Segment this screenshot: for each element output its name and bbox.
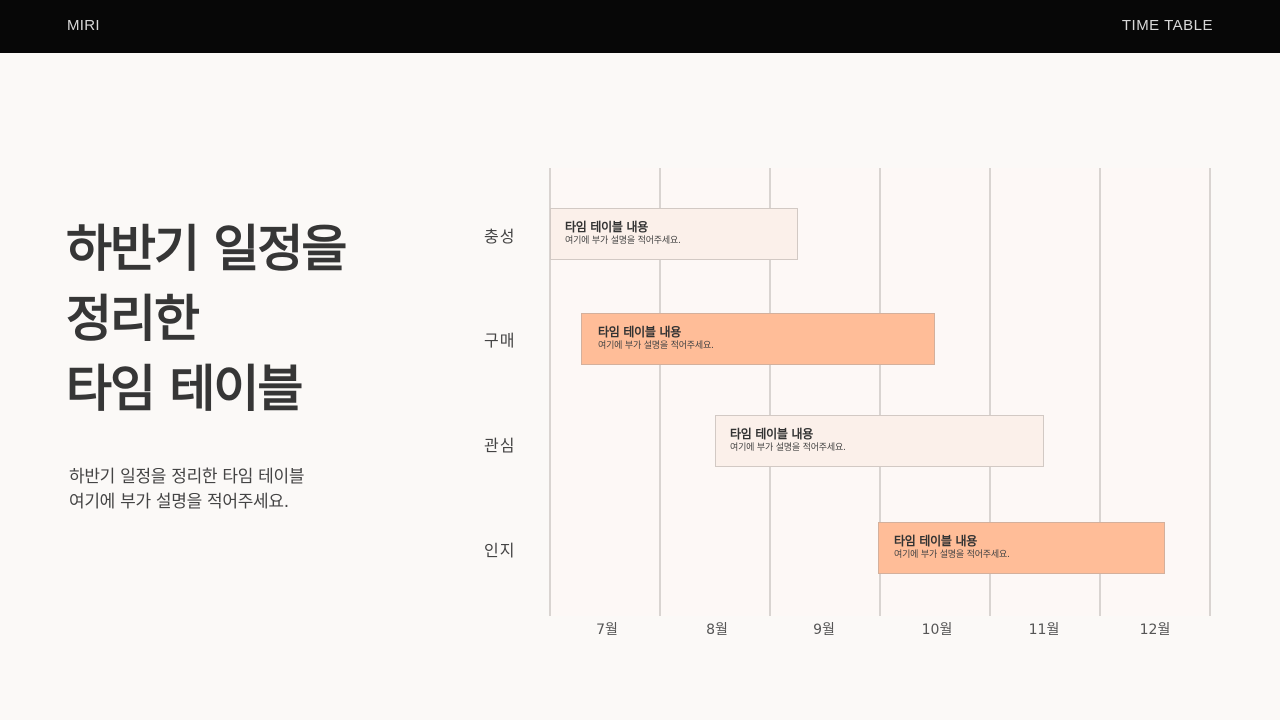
month-label: 9월	[813, 622, 835, 638]
bar-description: 여기에 부가 설명을 적어주세요.	[894, 550, 1010, 560]
title-line-1: 하반기 일정을	[66, 220, 347, 278]
gridline	[659, 168, 661, 616]
title-line-2: 정리한	[66, 290, 200, 348]
row-label-interest: 관심	[484, 436, 516, 455]
month-label: 12월	[1139, 622, 1171, 638]
timeline-bar[interactable]: 타임 테이블 내용 여기에 부가 설명을 적어주세요.	[581, 313, 935, 365]
section-title: TIME TABLE	[1121, 17, 1213, 34]
page-title: 하반기 일정을 정리한 타임 테이블	[66, 214, 347, 424]
row-label-loyalty: 충성	[484, 227, 516, 246]
gridline	[879, 168, 881, 616]
month-label: 10월	[921, 622, 953, 638]
month-label: 7월	[596, 622, 618, 638]
gridline	[1209, 168, 1211, 616]
gridline	[989, 168, 991, 616]
bar-description: 여기에 부가 설명을 적어주세요.	[598, 341, 714, 351]
gridline	[1099, 168, 1101, 616]
bar-description: 여기에 부가 설명을 적어주세요.	[730, 443, 846, 453]
top-bar: MIRI TIME TABLE	[0, 0, 1280, 53]
title-line-3: 타임 테이블	[66, 360, 303, 418]
bar-title: 타임 테이블 내용	[598, 325, 681, 339]
row-label-awareness: 인지	[484, 541, 516, 560]
timeline-bar[interactable]: 타임 테이블 내용 여기에 부가 설명을 적어주세요.	[550, 208, 798, 260]
gridline	[769, 168, 771, 616]
row-label-purchase: 구매	[484, 331, 516, 350]
description-line-2: 여기에 부가 설명을 적어주세요.	[69, 492, 289, 512]
timeline-bar[interactable]: 타임 테이블 내용 여기에 부가 설명을 적어주세요.	[715, 415, 1044, 467]
description-line-1: 하반기 일정을 정리한 타임 테이블	[69, 467, 305, 487]
bar-title: 타임 테이블 내용	[730, 427, 813, 441]
bar-description: 여기에 부가 설명을 적어주세요.	[565, 236, 681, 246]
description: 하반기 일정을 정리한 타임 테이블 여기에 부가 설명을 적어주세요.	[69, 465, 304, 515]
gridline	[549, 168, 551, 616]
month-label: 11월	[1028, 622, 1060, 638]
timeline-bar[interactable]: 타임 테이블 내용 여기에 부가 설명을 적어주세요.	[878, 522, 1165, 574]
brand-label: MIRI	[67, 17, 100, 34]
bar-title: 타임 테이블 내용	[894, 534, 977, 548]
bar-title: 타임 테이블 내용	[565, 220, 648, 234]
month-label: 8월	[706, 622, 728, 638]
